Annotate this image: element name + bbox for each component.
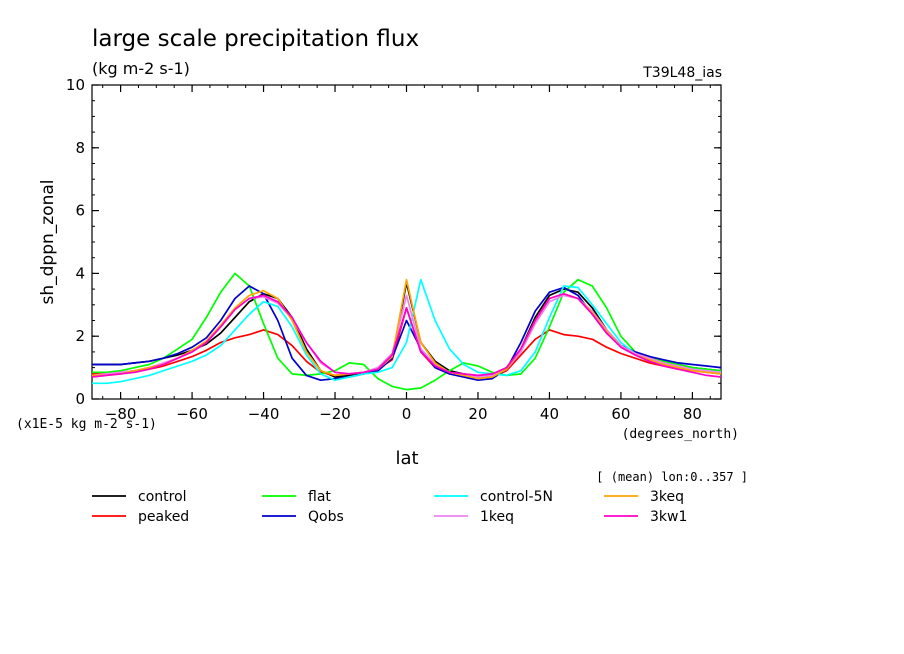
x-tick-label: 20 bbox=[468, 405, 487, 423]
legend-label: peaked bbox=[138, 509, 189, 525]
legend-label: 3kw1 bbox=[650, 509, 687, 525]
legend-entry: control-5N bbox=[434, 489, 553, 505]
x-tick-label: 60 bbox=[611, 405, 630, 423]
chart-subtitle: (kg m-2 s-1) bbox=[92, 59, 190, 78]
y-scale-note: (x1E-5 kg m-2 s-1) bbox=[16, 417, 157, 432]
x-axis-ticks: −80 −60 −40 −20 0 20 40 60 80 bbox=[105, 85, 702, 423]
x-tick-label: −80 bbox=[105, 405, 137, 423]
run-label: T39L48_ias bbox=[642, 65, 722, 81]
y-axis-label: sh_dppn_zonal bbox=[38, 179, 58, 304]
x-tick-label: −60 bbox=[176, 405, 208, 423]
series-layer bbox=[91, 272, 722, 391]
y-axis-ticks: 0 2 4 6 8 10 bbox=[66, 76, 721, 408]
series-line-control-5n bbox=[92, 278, 722, 385]
legend-entry: 3keq bbox=[604, 489, 684, 505]
x-tick-label: 80 bbox=[683, 405, 702, 423]
series-line-flat bbox=[92, 272, 722, 391]
y-tick-label: 4 bbox=[75, 264, 85, 282]
y-tick-label: 0 bbox=[75, 390, 85, 408]
y-tick-label: 6 bbox=[75, 202, 85, 220]
y-tick-label: 8 bbox=[75, 139, 85, 157]
x-axis-units: (degrees_north) bbox=[622, 427, 739, 442]
legend-label: control bbox=[138, 489, 187, 505]
x-tick-label: 40 bbox=[540, 405, 559, 423]
legend-entry: control bbox=[92, 489, 187, 505]
y-tick-label: 2 bbox=[75, 327, 85, 345]
legend-label: Qobs bbox=[308, 509, 344, 525]
legend-entry: 1keq bbox=[434, 509, 514, 525]
legend-label: 1keq bbox=[480, 509, 514, 525]
legend-label: flat bbox=[308, 489, 331, 505]
mean-note: [ (mean) lon:0..357 ] bbox=[596, 470, 748, 484]
legend: control peaked flat Qobs control-5N 1keq 3keq 3… bbox=[92, 489, 687, 525]
legend-label: 3keq bbox=[650, 489, 684, 505]
x-tick-label: −40 bbox=[248, 405, 280, 423]
x-axis-label: lat bbox=[395, 448, 418, 469]
legend-entry: peaked bbox=[92, 509, 189, 525]
chart-title: large scale precipitation flux bbox=[92, 26, 419, 52]
plot-area: −80 −60 −40 −20 0 20 40 60 80 0 2 4 6 8 10 bbox=[66, 76, 722, 423]
legend-entry: 3kw1 bbox=[604, 509, 687, 525]
legend-entry: flat bbox=[262, 489, 331, 505]
y-tick-label: 10 bbox=[66, 76, 85, 94]
x-tick-label: 0 bbox=[402, 405, 412, 423]
series-line-3kw1 bbox=[91, 292, 722, 378]
legend-label: control-5N bbox=[480, 489, 553, 505]
series-line-qobs bbox=[92, 285, 722, 382]
legend-entry: Qobs bbox=[262, 509, 344, 525]
x-tick-label: −20 bbox=[319, 405, 351, 423]
